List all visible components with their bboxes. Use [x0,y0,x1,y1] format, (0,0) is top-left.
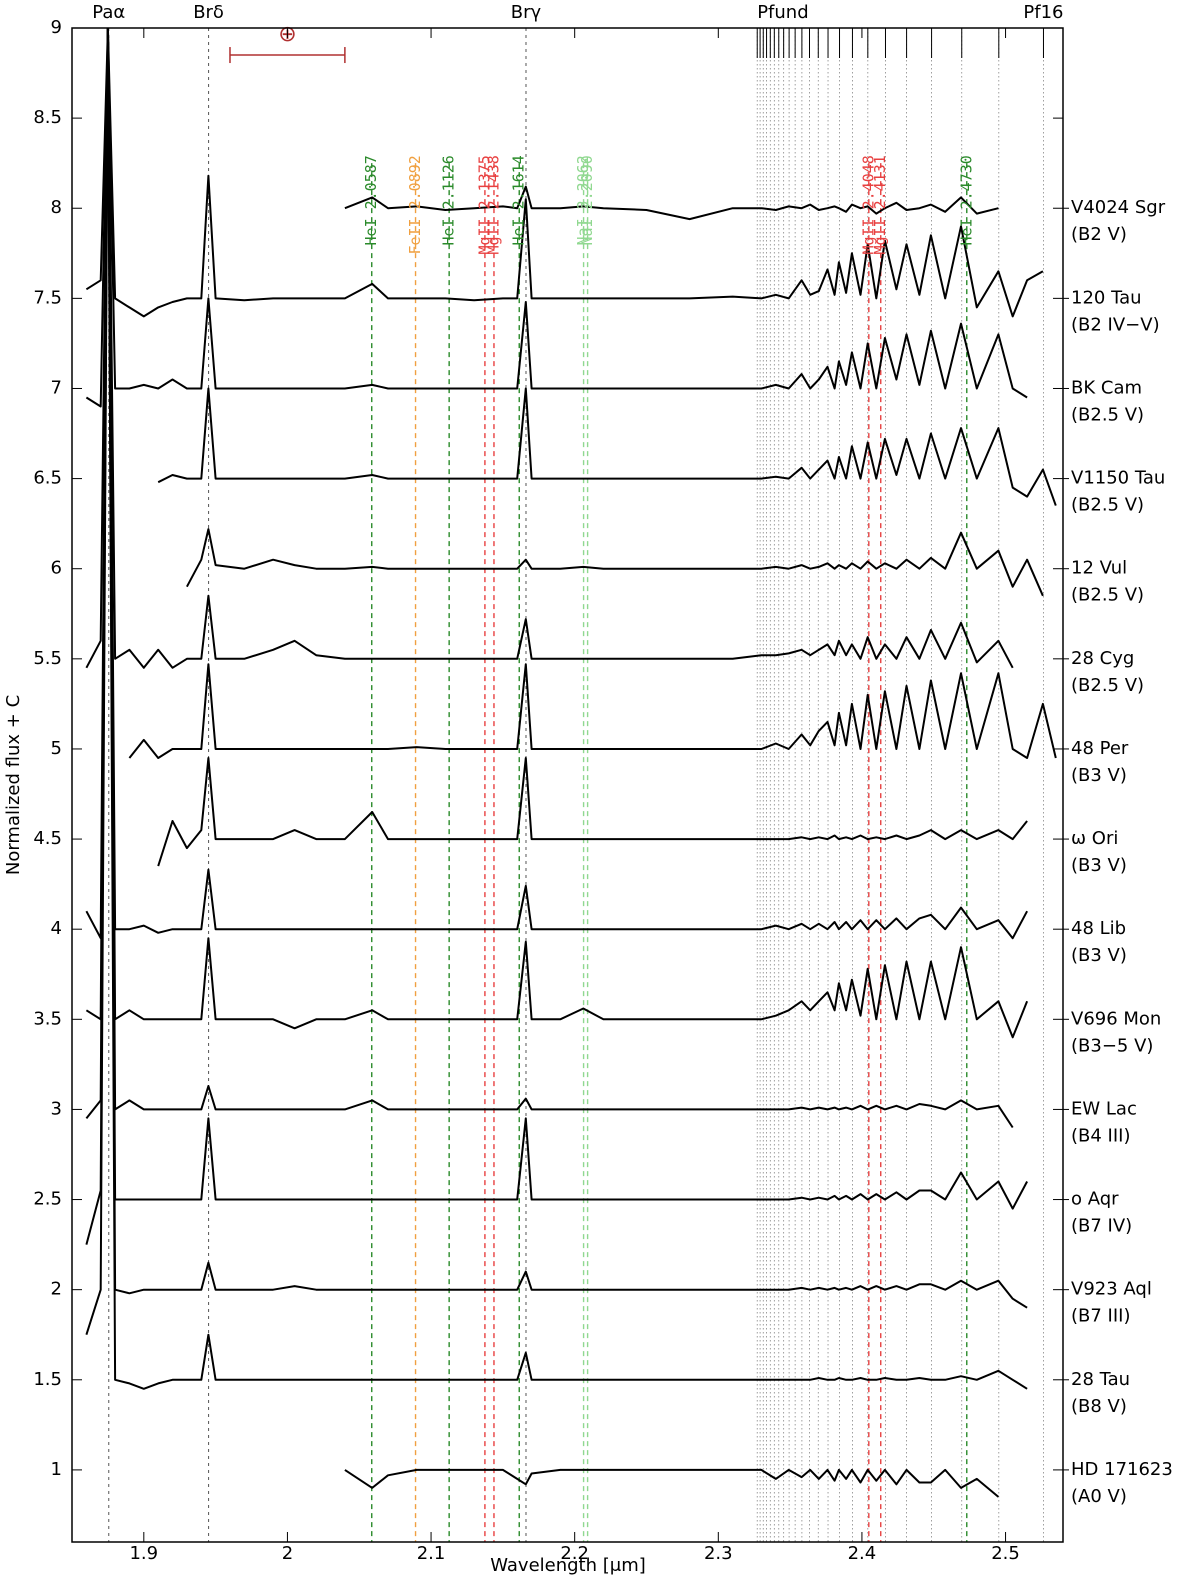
y-tick-label: 2 [51,1279,62,1300]
plot-frame [71,27,1064,1543]
series-name: 28 Tau [1071,1369,1130,1390]
spectrum-line [85,28,1028,940]
series-sptype: (B8 V) [1071,1396,1127,1417]
spectrum-line [85,28,1014,669]
x-tick-label: 2.4 [848,1543,877,1564]
spectrum-line [186,528,1044,597]
y-tick-label: 3 [51,1098,62,1119]
y-tick-label: 1 [51,1459,62,1480]
series-name: BK Cam [1071,377,1142,398]
series-sptype: (B2 IV−V) [1071,314,1160,335]
line-id-label: FeII 2.0892 [406,155,424,254]
line-id-label: HeI 2.0587 [362,155,380,245]
spectrum-line [344,185,999,221]
series-name: V923 Aql [1071,1279,1152,1300]
y-axis-label: Normalized flux + C [3,695,24,875]
x-tick-label: 2.2 [560,1543,589,1564]
series-name: HD 171623 [1071,1459,1173,1480]
y-tick-label: 7.5 [33,287,62,308]
x-tick-label: 2 [282,1543,293,1564]
line-id-label: MgII 2.4048 [859,155,877,254]
series-sptype: (B2.5 V) [1071,404,1144,425]
line-id-label: NaI 2.2090 [578,155,596,245]
series-sptype: (B2.5 V) [1071,495,1144,516]
series-name: o Aqr [1071,1189,1119,1210]
y-tick-label: 8.5 [33,107,62,128]
top-label: Brγ [511,2,542,23]
spectrum-line [85,28,1029,1039]
series-sptype: (B4 III) [1071,1125,1131,1146]
y-tick-label: 5 [51,738,62,759]
series-sptype: (B3 V) [1071,855,1127,876]
spectrum-line [85,28,1044,318]
y-tick-label: 9 [51,17,62,38]
series-sptype: (B3 V) [1071,765,1127,786]
y-tick-label: 8 [51,197,62,218]
series-name: EW Lac [1071,1098,1137,1119]
series-name: 28 Cyg [1071,648,1134,669]
y-tick-label: 1.5 [33,1369,62,1390]
y-tick-label: 4.5 [33,828,62,849]
y-tick-label: 2.5 [33,1189,62,1210]
x-tick-label: 2.5 [991,1543,1020,1564]
series-name: V696 Mon [1071,1008,1161,1029]
spectrum-line [85,28,1014,1129]
series-sptype: (B3 V) [1071,945,1127,966]
spectrum-line [157,387,1057,506]
series-name: 120 Tau [1071,287,1142,308]
y-tick-label: 6 [51,558,62,579]
series-sptype: (B3−5 V) [1071,1035,1153,1056]
line-id-label: MgII 2.1438 [484,155,502,254]
spectrum-line [157,757,1028,867]
y-tick-label: 3.5 [33,1008,62,1029]
series-sptype: (B2 V) [1071,224,1127,245]
x-axis-label: Wavelength [μm] [490,1555,646,1576]
y-tick-label: 5.5 [33,648,62,669]
line-id-label: NaI 2.2062 [574,155,592,245]
y-tick-label: 4 [51,918,62,939]
series-sptype: (B7 III) [1071,1306,1131,1327]
spectrum-line [85,28,1028,1336]
line-id-label: MgII 2.1375 [475,155,493,254]
top-label: Pf16 [1023,2,1063,23]
series-name: V1150 Tau [1071,468,1165,489]
spectrum-line [344,1468,1000,1498]
line-id-label: MgII 2.4131 [871,155,889,254]
spectrum-line [85,28,1028,408]
spectrum-line [128,663,1057,759]
top-label: Pfund [757,2,808,23]
series-sptype: (B2.5 V) [1071,675,1144,696]
series-name: 12 Vul [1071,558,1127,579]
series-name: ω Ori [1071,828,1118,849]
series-sptype: (A0 V) [1071,1486,1127,1507]
spectrum-line [106,28,1028,1390]
x-tick-label: 2.1 [417,1543,446,1564]
top-label: Brδ [193,2,224,23]
series-name: V4024 Sgr [1071,197,1166,218]
line-id-label: HeI 2.1614 [510,155,528,245]
top-label: Paα [92,2,125,23]
series-name: 48 Per [1071,738,1129,759]
series-sptype: (B7 IV) [1071,1216,1132,1237]
y-tick-label: 7 [51,377,62,398]
line-id-label: HeI 2.1126 [440,155,458,245]
plot-area [85,28,1057,1542]
y-tick-label: 6.5 [33,468,62,489]
x-tick-label: 1.9 [129,1543,158,1564]
series-name: 48 Lib [1071,918,1126,939]
series-sptype: (B2.5 V) [1071,585,1144,606]
line-id-label: HeI 2.4730 [957,155,975,245]
x-tick-label: 2.3 [704,1543,733,1564]
spectrum-line [85,28,1028,1245]
